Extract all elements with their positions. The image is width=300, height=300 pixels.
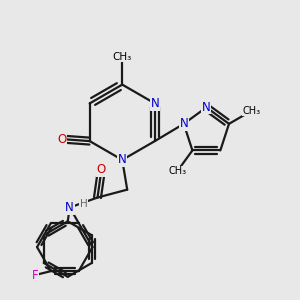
Text: H: H	[80, 200, 88, 209]
Text: CH₃: CH₃	[168, 166, 186, 176]
Text: O: O	[97, 163, 106, 176]
Text: F: F	[32, 268, 38, 282]
Text: CH₃: CH₃	[112, 52, 132, 62]
Text: N: N	[202, 101, 211, 114]
Text: N: N	[179, 117, 188, 130]
Text: N: N	[118, 153, 127, 167]
Text: N: N	[151, 97, 159, 110]
Text: N: N	[65, 201, 74, 214]
Text: O: O	[57, 133, 67, 146]
Text: CH₃: CH₃	[242, 106, 260, 116]
